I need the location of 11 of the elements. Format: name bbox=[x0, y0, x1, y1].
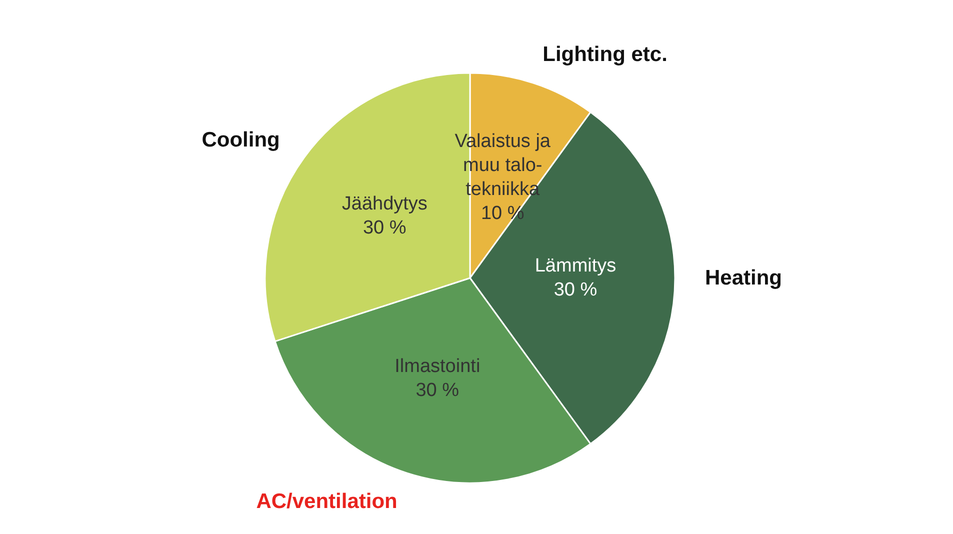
slice-label: Ilmastointi bbox=[394, 356, 480, 377]
data-label: 30 % bbox=[554, 280, 598, 300]
slice-label: Lämmitys bbox=[534, 256, 616, 276]
text: Lighting etc. bbox=[542, 43, 668, 66]
data-label: 10 % bbox=[480, 203, 524, 224]
data-label: 30 % bbox=[362, 217, 406, 238]
slice-label: Jäähdytys bbox=[342, 193, 428, 214]
text: Heating bbox=[705, 266, 782, 290]
data-label: 30 % bbox=[416, 380, 460, 401]
text: AC/ventilation bbox=[256, 490, 398, 513]
text: Cooling bbox=[202, 128, 280, 152]
